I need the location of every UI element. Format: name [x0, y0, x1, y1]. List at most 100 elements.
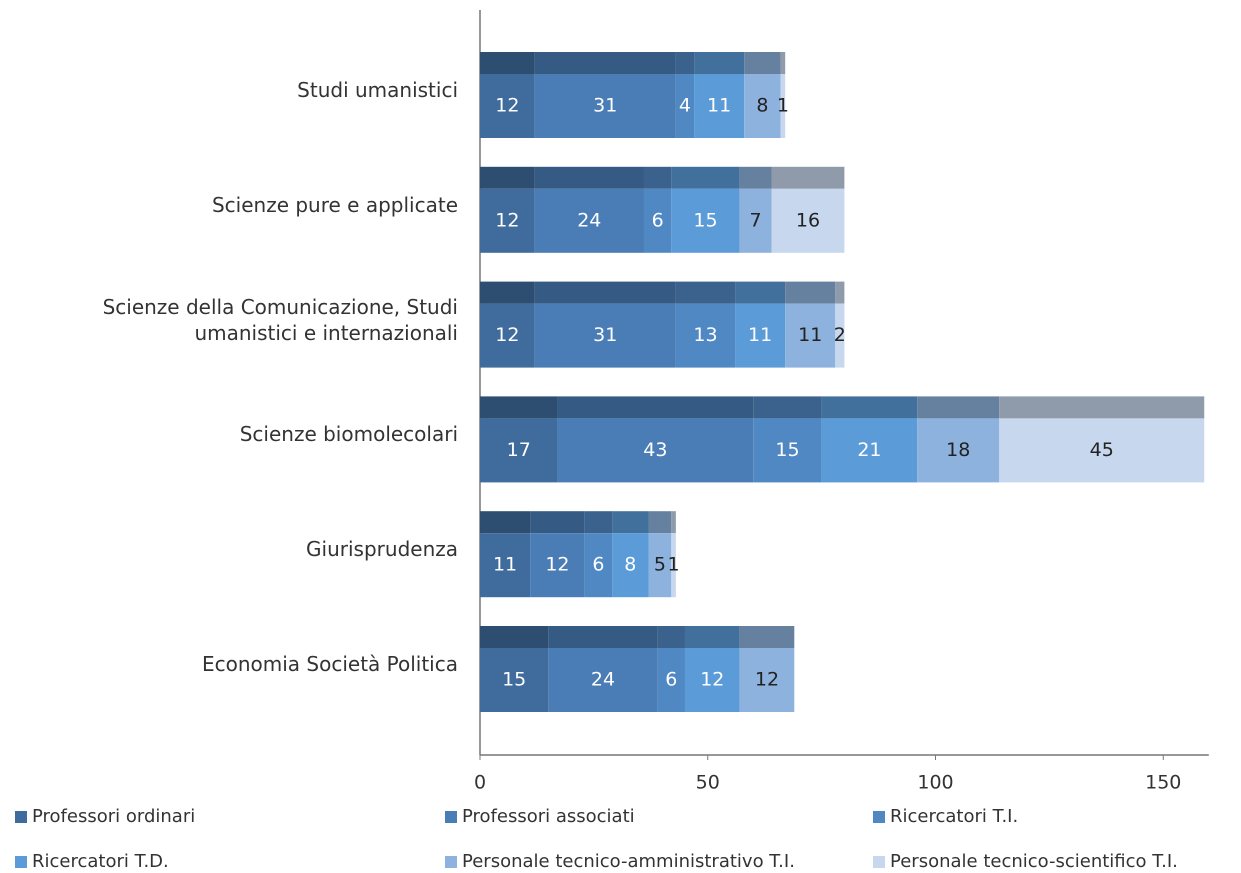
bar — [753, 418, 822, 483]
bar-top — [785, 281, 836, 304]
bar-top — [753, 396, 822, 419]
x-tick-label: 150 — [1145, 772, 1181, 794]
bar-top — [739, 166, 772, 189]
bar — [739, 648, 795, 712]
bar — [480, 188, 535, 253]
category-label: Studi umanistici — [297, 78, 458, 102]
data-label: 1 — [777, 95, 789, 117]
category-label: Scienze biomolecolari — [239, 422, 458, 447]
bar-top — [534, 281, 676, 304]
category-label: Scienze pure e applicate — [211, 192, 458, 217]
category-label: Giurisprudenza — [306, 537, 458, 562]
bar — [480, 648, 549, 712]
legend-label: Professori associati — [462, 806, 635, 827]
bar — [999, 418, 1205, 483]
x-tick-label: 0 — [474, 772, 486, 794]
data-label: 12 — [755, 669, 779, 691]
bar — [548, 648, 658, 712]
bar — [821, 418, 918, 483]
data-label: 15 — [775, 439, 799, 461]
legend-label: Personale tecnico-scientifico T.I. — [890, 851, 1178, 872]
bar — [694, 74, 745, 138]
bar-top — [835, 281, 845, 304]
bar — [835, 303, 845, 368]
bar — [557, 418, 754, 483]
data-label: 5 — [654, 554, 666, 576]
legend-swatch — [445, 856, 457, 868]
bar-top — [821, 396, 918, 419]
data-label: 6 — [665, 669, 677, 691]
data-label: 12 — [495, 209, 519, 231]
data-label: 31 — [593, 324, 617, 346]
legend-label: Ricercatori T.D. — [32, 851, 169, 872]
bar — [643, 188, 672, 253]
data-label: 11 — [707, 95, 731, 117]
bar — [648, 533, 672, 598]
legend-swatch — [15, 811, 27, 823]
legend-swatch — [873, 856, 885, 868]
bar — [480, 303, 535, 368]
data-label: 12 — [495, 324, 519, 346]
bar — [917, 418, 1000, 483]
data-label: 18 — [946, 439, 970, 461]
data-label: 24 — [591, 669, 615, 691]
bar-top — [480, 511, 531, 534]
bar-top — [684, 626, 740, 648]
bar — [785, 303, 836, 368]
bar — [480, 533, 531, 598]
data-label: 45 — [1090, 439, 1114, 461]
bar-top — [480, 281, 535, 304]
bar-top — [694, 52, 745, 74]
bar — [671, 188, 740, 253]
bar — [780, 74, 786, 138]
bar-top — [534, 52, 676, 74]
bar — [735, 303, 786, 368]
bar — [530, 533, 585, 598]
legend-label: Professori ordinari — [32, 806, 195, 827]
bar — [480, 74, 535, 138]
bar-top — [999, 396, 1205, 419]
category-label: Economia Società Politica — [201, 652, 458, 676]
bar-top — [480, 626, 549, 648]
bar — [671, 533, 676, 598]
bar-top — [917, 396, 1000, 419]
bar-top — [648, 511, 672, 534]
bar-top — [643, 166, 672, 189]
data-label: 12 — [700, 669, 724, 691]
data-label: 11 — [748, 324, 772, 346]
data-label: 13 — [693, 324, 717, 346]
bar — [744, 74, 781, 138]
bar — [684, 648, 740, 712]
bar-top — [771, 166, 845, 189]
category-label: Scienze della Comunicazione, Studi umani… — [102, 294, 458, 345]
data-label: 11 — [493, 554, 517, 576]
x-tick-label: 100 — [917, 772, 953, 794]
bar — [612, 533, 649, 598]
data-label: 24 — [577, 209, 601, 231]
bar-top — [671, 166, 740, 189]
data-label: 7 — [750, 209, 762, 231]
legend-label: Ricercatori T.I. — [890, 806, 1018, 827]
bar — [675, 74, 695, 138]
bar-top — [739, 626, 795, 648]
data-label: 2 — [834, 324, 846, 346]
bar — [534, 74, 676, 138]
legend-swatch — [445, 811, 457, 823]
data-label: 16 — [796, 209, 820, 231]
bar-top — [480, 166, 535, 189]
data-label: 21 — [857, 439, 881, 461]
bar-top — [675, 281, 736, 304]
bar-top — [675, 52, 695, 74]
bar-top — [584, 511, 613, 534]
bar — [771, 188, 845, 253]
bar-top — [557, 396, 754, 419]
data-label: 4 — [679, 95, 691, 117]
data-label: 31 — [593, 95, 617, 117]
data-label: 6 — [652, 209, 664, 231]
legend-swatch — [15, 856, 27, 868]
data-label: 8 — [624, 554, 636, 576]
data-label: 43 — [643, 439, 667, 461]
bar-top — [530, 511, 585, 534]
